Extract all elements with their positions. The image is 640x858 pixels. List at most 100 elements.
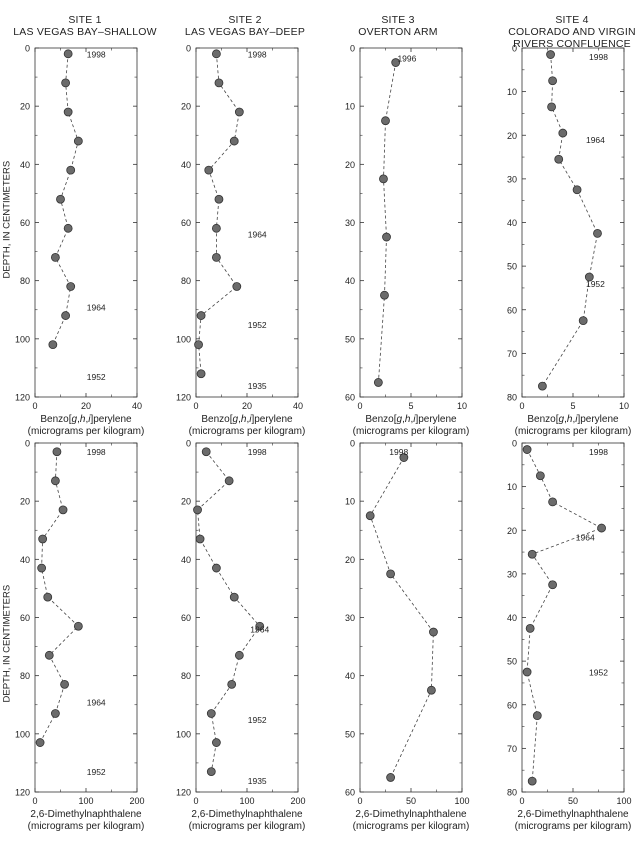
x-axis-label-part: , [410,414,413,425]
x-tick-label: 0 [32,796,37,806]
data-line [198,53,240,374]
x-tick-label: 100 [239,796,254,806]
data-point [201,447,211,457]
x-axis-units: (micrograms per kilogram) [515,426,632,437]
year-annotation: 1952 [87,767,106,777]
data-point [532,711,542,721]
data-point [578,316,588,326]
data-point [527,776,537,786]
data-point [211,223,221,233]
x-axis-label-part: ]perylene [415,414,457,425]
data-point [382,232,391,242]
y-tick-label: 30 [507,569,517,579]
y-tick-label: 30 [345,218,355,228]
year-annotation: 1964 [87,697,106,707]
data-point [597,523,606,533]
data-point [554,154,564,164]
data-point [429,627,438,637]
y-tick-label: 40 [20,160,30,170]
y-tick-label: 0 [512,439,517,449]
y-tick-label: 20 [181,102,191,112]
y-tick-label: 10 [345,497,355,507]
y-tick-label: 30 [345,613,355,623]
y-tick-label: 100 [15,334,30,344]
site-title-line: SITE 1 [68,14,102,26]
data-point [380,290,389,300]
y-tick-label: 70 [507,744,517,754]
year-annotation: 1964 [586,135,605,145]
y-tick-label: 60 [181,218,191,228]
x-axis-label-part: , [572,414,575,425]
plot-frame [521,47,625,398]
data-point [43,592,53,602]
data-point [48,340,58,350]
data-point [61,78,70,88]
data-point [527,549,537,559]
x-tick-label: 20 [242,401,252,411]
year-annotation: 1964 [576,532,595,542]
year-annotation: 1998 [248,49,267,59]
x-axis-label-part: Benzo[ [40,414,71,425]
y-tick-label: 20 [507,131,517,141]
x-axis-label-part: , [238,414,241,425]
x-tick-label: 0 [357,796,362,806]
x-tick-label: 10 [457,401,467,411]
data-point [572,185,582,195]
data-point [522,667,532,677]
x-axis-label: Benzo[g,h,i]perylene [527,414,619,425]
y-tick-label: 60 [507,700,517,710]
x-axis-label-part: i [88,414,91,425]
y-tick-label: 100 [15,729,30,739]
year-annotation: 1998 [389,447,408,457]
y-tick-label: 80 [181,671,191,681]
x-axis-label: 2,6-Dimethylnaphthalene [517,809,629,820]
y-tick-label: 0 [25,44,30,54]
data-point [548,580,557,590]
y-tick-label: 20 [507,526,517,536]
site-title-line: SITE 2 [228,14,262,26]
year-annotation: 1952 [248,320,267,330]
x-axis-label-part: , [85,414,88,425]
data-point [381,116,390,126]
data-point [195,534,205,544]
data-point [51,709,60,718]
data-point [593,229,602,238]
year-annotation: 1964 [87,302,106,312]
y-tick-label: 50 [507,657,517,667]
x-tick-label: 100 [454,796,469,806]
data-point [234,650,244,660]
x-axis-label-part: , [246,414,249,425]
data-point [224,476,234,486]
plot-frame [521,442,625,793]
data-line [378,62,397,383]
x-tick-label: 50 [406,796,416,806]
data-point [525,624,535,633]
data-point [193,505,202,515]
data-point [52,447,62,457]
data-point [373,378,383,387]
x-axis-label-part: Benzo[ [527,414,558,425]
data-point [206,767,216,777]
data-point [211,563,221,573]
x-axis-label-part: h [241,414,247,425]
x-axis-label-part: g [233,414,239,425]
x-axis-label-part: Benzo[ [201,414,232,425]
y-tick-label: 0 [25,439,30,449]
data-point [255,621,265,631]
x-tick-label: 0 [32,401,37,411]
x-tick-label: 40 [132,401,142,411]
data-point [399,453,409,462]
data-point [426,685,436,695]
year-annotation: 1952 [586,279,605,289]
data-point [234,107,244,117]
y-tick-label: 100 [176,729,191,739]
y-tick-label: 0 [186,44,191,54]
x-tick-label: 0 [193,401,198,411]
x-axis-units: (micrograms per kilogram) [28,821,145,832]
y-tick-label: 10 [507,482,517,492]
y-tick-label: 10 [345,102,355,112]
x-tick-label: 5 [570,401,575,411]
